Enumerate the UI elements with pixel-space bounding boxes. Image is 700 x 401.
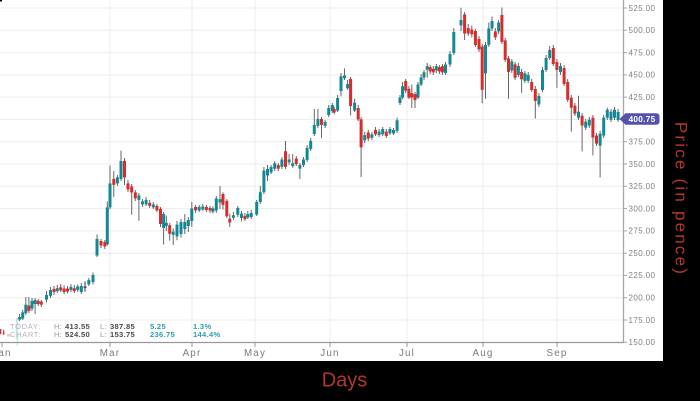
svg-text:Aug: Aug [472, 348, 493, 359]
svg-text:350.00: 350.00 [629, 160, 656, 169]
svg-text:Mar: Mar [100, 348, 120, 359]
svg-text:400.75: 400.75 [629, 115, 656, 124]
svg-text:375.00: 375.00 [629, 138, 656, 147]
svg-text:May: May [244, 348, 266, 359]
svg-text:250.00: 250.00 [629, 249, 656, 258]
svg-text:Jan: Jan [0, 348, 12, 359]
svg-text:225.00: 225.00 [629, 271, 656, 280]
svg-text:275.00: 275.00 [629, 227, 656, 236]
svg-text:525.00: 525.00 [629, 4, 656, 13]
svg-text:450.00: 450.00 [629, 71, 656, 80]
svg-text:153.75: 153.75 [110, 330, 136, 339]
svg-text:413.55: 413.55 [65, 322, 91, 331]
svg-text:Jun: Jun [320, 348, 339, 359]
svg-text:1.3%: 1.3% [193, 322, 212, 331]
svg-text:H:: H: [54, 322, 62, 331]
svg-text:H:: H: [54, 330, 62, 339]
svg-text:Price (in pence): Price (in pence) [672, 122, 691, 276]
svg-text:300.00: 300.00 [629, 204, 656, 213]
svg-text:500.00: 500.00 [629, 26, 656, 35]
svg-text:CHART:: CHART: [10, 330, 41, 339]
svg-text:475.00: 475.00 [629, 48, 656, 57]
svg-text:Apr: Apr [183, 348, 202, 359]
svg-text:Days: Days [322, 370, 368, 392]
svg-text:L:: L: [100, 322, 106, 331]
svg-text:175.00: 175.00 [629, 316, 656, 325]
svg-text:524.50: 524.50 [65, 330, 90, 339]
svg-text:Sep: Sep [546, 348, 567, 359]
svg-text:387.85: 387.85 [110, 322, 136, 331]
svg-text:425.00: 425.00 [629, 93, 656, 102]
svg-text:Jul: Jul [399, 348, 415, 359]
svg-text:236.75: 236.75 [150, 330, 176, 339]
svg-text:200.00: 200.00 [629, 294, 656, 303]
svg-text:5.25: 5.25 [150, 322, 166, 331]
svg-text:L:: L: [100, 330, 106, 339]
svg-text:144.4%: 144.4% [193, 330, 221, 339]
svg-text:150.00: 150.00 [629, 338, 656, 347]
svg-text:TODAY:: TODAY: [10, 322, 41, 331]
svg-text:325.00: 325.00 [629, 182, 656, 191]
